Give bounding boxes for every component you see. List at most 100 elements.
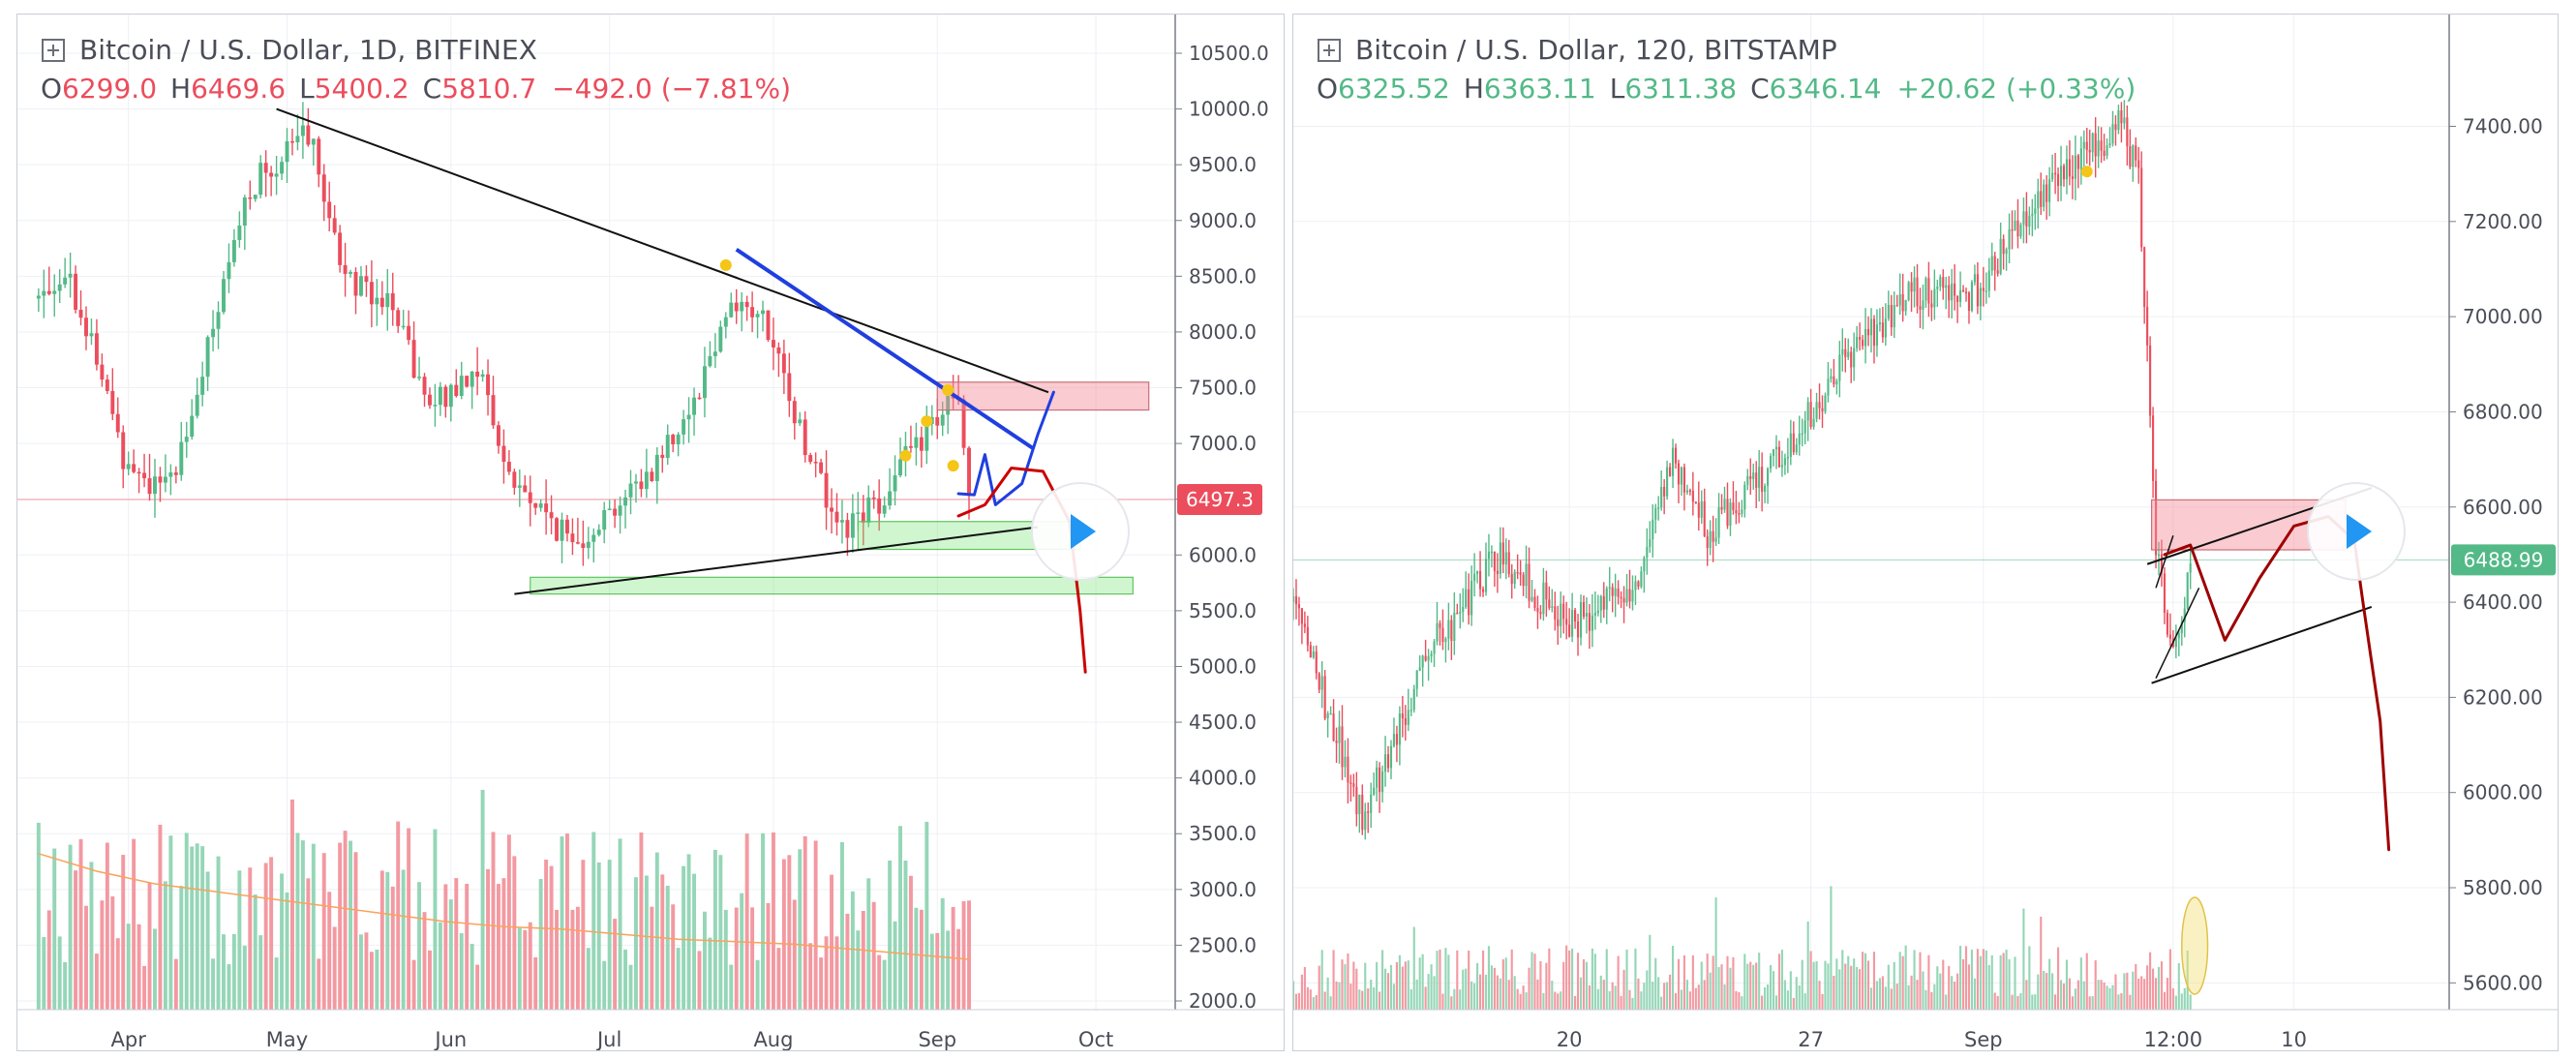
drawings[interactable] [2080, 166, 2391, 995]
volume-bar [1358, 989, 1361, 1010]
symbol-toggle-icon[interactable] [42, 39, 65, 62]
candle-body [1418, 667, 1421, 671]
volume-bar [369, 952, 374, 1010]
candle-body [1859, 337, 1862, 340]
volume-bar [280, 873, 285, 1010]
volume-bar [1703, 980, 1706, 1010]
volume-bar [2180, 993, 2183, 1010]
volume-bar [173, 958, 178, 1010]
candle-body [369, 282, 374, 305]
candle-body [1628, 589, 1631, 602]
resistance-zone[interactable] [936, 381, 1150, 411]
volume-bar [1568, 950, 1571, 1010]
candle-body [46, 290, 51, 294]
volume-bar [1519, 993, 1522, 1010]
red-projection-path[interactable] [956, 466, 1087, 674]
volume-bar [2132, 971, 2135, 1010]
volume-bar [1895, 984, 1898, 1010]
price-axis[interactable]: 10500.0 10000.0 9500.0 9000.0 8500.0 8000.0 75… [1175, 42, 1269, 1013]
volume-bar [2111, 984, 2114, 1010]
volume-bar [78, 838, 83, 1010]
candle-body [1913, 277, 1916, 292]
volume-bar [946, 930, 951, 1010]
price-tick-label: 10000.0 [1189, 98, 1269, 121]
channel-lower-line[interactable] [2151, 606, 2373, 684]
candle-body [1691, 490, 1694, 502]
volume-bar [94, 954, 99, 1010]
drawings[interactable] [276, 107, 1150, 674]
blue-projection-path[interactable] [956, 390, 1055, 506]
candle-body [1617, 588, 1620, 597]
volume-bar [1652, 982, 1654, 1010]
volume-bar [1729, 967, 1732, 1010]
volume-bar [147, 882, 152, 1010]
volume-bar [1964, 946, 1968, 1010]
candle-body [190, 415, 195, 438]
candle-body [1433, 641, 1436, 654]
candle-body [364, 276, 369, 283]
volume-bar [682, 865, 686, 1010]
chart-panel-bitfinex-1d[interactable]: 10500.0 10000.0 9500.0 9000.0 8500.0 8000.0 75… [16, 14, 1285, 1051]
flag-lower-line[interactable] [2155, 588, 2200, 680]
candle-body [2037, 191, 2040, 209]
candle-body [591, 534, 596, 542]
price-tick-label: 9500.0 [1189, 153, 1257, 176]
low-label: L [1610, 73, 1625, 105]
candle-body [1323, 676, 1326, 719]
volume-bar [1548, 948, 1551, 1010]
candle-body [861, 512, 865, 524]
candle-body [1441, 627, 1444, 643]
candle-body [750, 307, 755, 318]
volume-bar [1735, 990, 1738, 1010]
volume-bar [190, 846, 195, 1010]
chart-svg-right[interactable]: 7400.00 7200.00 7000.00 6800.00 6600.00 6400.… [1291, 15, 2558, 1051]
price-axis[interactable]: 7400.00 7200.00 7000.00 6800.00 6600.00 6400.… [2449, 114, 2543, 994]
support-trend-line[interactable] [514, 526, 1039, 595]
candle-body [1602, 595, 1605, 610]
volume-bar [1383, 968, 1387, 1010]
play-button[interactable] [2307, 482, 2406, 581]
support-zone-lower[interactable] [530, 576, 1134, 595]
high-value: 6469.6 [191, 73, 286, 105]
volume-bar [375, 949, 379, 1010]
volume-bar [633, 877, 638, 1010]
chart-panel-bitstamp-120[interactable]: 7400.00 7200.00 7000.00 6800.00 6600.00 6400.… [1291, 14, 2559, 1051]
price-tick-label: 6000.0 [1189, 543, 1257, 566]
flag-upper-line[interactable] [2155, 535, 2174, 589]
candle-body [1844, 348, 1847, 357]
volume-bar [1844, 963, 1847, 1010]
candle-body [1444, 638, 1447, 643]
volume-bar [1764, 986, 1767, 1010]
symbol-toggle-icon[interactable] [1318, 39, 1341, 62]
candle-body [153, 476, 157, 495]
volume-bar [549, 865, 554, 1010]
candle-body [824, 472, 829, 508]
candle-body [306, 125, 311, 145]
volume-bar [2135, 963, 2137, 1010]
low-value: 6311.38 [1624, 73, 1737, 105]
candle-body [2040, 191, 2043, 207]
blue-trend-line[interactable] [735, 248, 1034, 450]
candle-body [200, 377, 205, 395]
price-tick-label: 7200.00 [2463, 210, 2543, 233]
volume-bar [1783, 980, 1786, 1010]
candle-body [227, 261, 231, 280]
candle-body [1352, 783, 1355, 787]
volume-bar [1726, 955, 1729, 1010]
chart-svg-left[interactable]: 10500.0 10000.0 9500.0 9000.0 8500.0 8000.0 75… [17, 15, 1284, 1051]
volume-bar [1522, 985, 1525, 1010]
time-axis[interactable]: 20 27 Sep 12:00 10 [1557, 1028, 2307, 1051]
candle-body [1571, 610, 1574, 637]
resistance-trend-line[interactable] [276, 107, 1049, 394]
candle-body [1412, 688, 1415, 711]
close-value: 5810.7 [441, 73, 536, 105]
candle-body [671, 435, 676, 445]
time-axis[interactable]: Apr May Jun Jul Aug Sep Oct [111, 1028, 1114, 1051]
candle-body [2166, 613, 2168, 635]
volume-bar [1478, 974, 1482, 1010]
open-label: O [41, 73, 62, 105]
play-button[interactable] [1031, 482, 1130, 581]
volume-highlight-ellipse[interactable] [2181, 896, 2209, 995]
high-label: H [1464, 73, 1484, 105]
volume-bar [1714, 897, 1717, 1010]
